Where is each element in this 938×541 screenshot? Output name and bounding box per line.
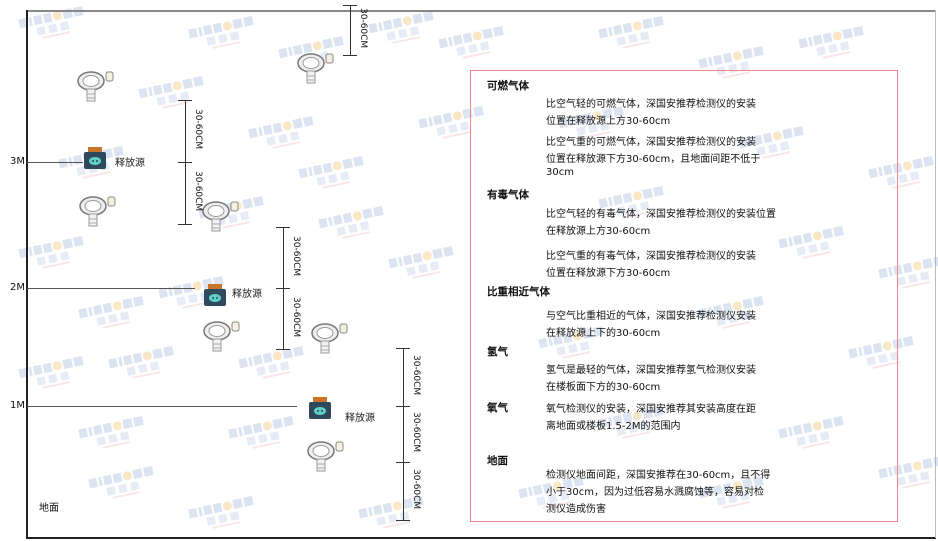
dimension-label: 30-60CM	[291, 235, 301, 276]
level-3m-label: 3M	[10, 156, 25, 167]
gas-detector-icon	[77, 195, 116, 227]
ground-label: 地面	[39, 503, 59, 514]
watermark-logo	[88, 463, 162, 505]
dimension-line	[350, 5, 351, 55]
gas-detector-icon	[75, 70, 114, 102]
dimension-line	[283, 227, 284, 288]
text-line: 小于30cm，因为过低容易水溅腐蚀等，容易对检	[546, 487, 764, 498]
gas-detector-icon	[295, 52, 334, 84]
watermark-logo	[18, 353, 92, 395]
dimension-line	[185, 162, 186, 224]
dimension-label: 30-60CM	[411, 355, 421, 396]
dimension-tick	[178, 100, 192, 101]
text-line: 离地面或楼板1.5-2M的范围内	[546, 421, 681, 432]
gas-detector-icon	[200, 200, 239, 232]
watermark-logo	[108, 343, 182, 385]
dimension-label: 30-60CM	[291, 296, 301, 337]
watermark-logo	[248, 113, 322, 155]
dimension-tick	[396, 406, 410, 407]
watermark-logo	[358, 493, 432, 535]
dimension-label: 30-60CM	[411, 469, 421, 510]
level-2m-line	[27, 288, 195, 289]
watermark-logo	[78, 293, 152, 335]
dimension-label: 30-60CM	[411, 412, 421, 453]
text-line: 与空气比重相近的气体，深国安推荐检测仪安装	[546, 311, 756, 322]
watermark-logo	[18, 233, 92, 275]
text-line: 30cm	[546, 167, 574, 178]
release-source-label: 释放源	[232, 289, 262, 300]
release-source-icon	[203, 284, 227, 306]
watermark-logo	[438, 23, 512, 65]
gas-detector-icon	[309, 322, 348, 354]
ceiling-line	[27, 10, 935, 12]
floor-line	[26, 537, 936, 539]
watermark-logo	[368, 8, 442, 50]
dimension-tick	[276, 349, 290, 350]
text-line: 位置在释放源上方30-60cm	[546, 116, 671, 127]
dimension-tick	[343, 5, 357, 6]
gas-detector-icon	[201, 320, 240, 352]
heading-toxic: 有毒气体	[487, 189, 529, 201]
dimension-tick	[396, 462, 410, 463]
text-line: 氧气检测仪的安装，深国安推荐其安装高度在距	[546, 404, 756, 415]
dimension-label: 30-60CM	[358, 8, 368, 49]
text-line: 位置在释放源下方30-60cm，且地面间距不低于	[546, 154, 761, 165]
dimension-tick	[178, 162, 192, 163]
release-source-label: 释放源	[115, 158, 145, 169]
dimension-line	[403, 406, 404, 462]
heading-flammable: 可燃气体	[487, 80, 529, 92]
watermark-logo	[298, 153, 372, 195]
dimension-tick	[276, 227, 290, 228]
watermark-logo	[188, 13, 262, 55]
text-line: 测仪造成伤害	[546, 504, 606, 515]
right-border	[935, 10, 936, 538]
watermark-logo	[318, 203, 392, 245]
dimension-tick	[396, 520, 410, 521]
watermark-logo	[188, 493, 262, 535]
text-line: 氢气是最轻的气体，深国安推荐氢气检测仪安装	[546, 365, 756, 376]
watermark-logo	[238, 343, 312, 385]
gas-detector-icon	[305, 440, 344, 472]
text-line: 位置在释放源下方30-60cm	[546, 268, 671, 279]
guidance-panel: 可燃气体 比空气轻的可燃气体，深国安推荐检测仪的安装 位置在释放源上方30-60…	[470, 70, 898, 522]
text-line: 检测仪地面间距，深国安推荐在30-60cm，且不得	[546, 470, 771, 481]
release-source-icon	[308, 397, 332, 419]
watermark-logo	[388, 243, 462, 285]
watermark-logo	[798, 23, 872, 65]
dimension-line	[403, 348, 404, 406]
text-line: 比空气轻的可燃气体，深国安推荐检测仪的安装	[546, 99, 756, 110]
text-line: 比空气重的有毒气体，深国安推荐检测仪的安装	[546, 251, 756, 262]
text-line: 在释放源上方30-60cm	[546, 226, 651, 237]
dimension-line	[283, 288, 284, 349]
dimension-label: 30-60CM	[193, 109, 203, 150]
wall-line	[26, 10, 28, 538]
level-3m-line	[27, 162, 83, 163]
text-line: 比空气重的可燃气体，深国安推荐检测仪的安装	[546, 137, 756, 148]
watermark-logo	[598, 13, 672, 55]
heading-ground: 地面	[487, 455, 508, 467]
level-2m-label: 2M	[10, 282, 25, 293]
dimension-tick	[178, 224, 192, 225]
text-line: 在释放源上下的30-60cm	[546, 328, 661, 339]
watermark-logo	[228, 413, 302, 455]
text-line: 比空气轻的有毒气体，深国安推荐检测仪的安装位置	[546, 209, 776, 220]
heading-similar: 比重相近气体	[487, 286, 550, 298]
dimension-line	[403, 462, 404, 520]
watermark-logo	[78, 413, 152, 455]
text-line: 在楼板面下方的30-60cm	[546, 382, 661, 393]
release-source-label: 释放源	[345, 413, 375, 424]
heading-oxygen: 氧气	[487, 402, 508, 414]
heading-hydrogen: 氢气	[487, 346, 508, 358]
dimension-tick	[396, 348, 410, 349]
dimension-tick	[276, 288, 290, 289]
level-1m-line	[27, 406, 297, 407]
release-source-icon	[83, 147, 107, 169]
level-1m-label: 1M	[10, 400, 25, 411]
dimension-tick	[343, 55, 357, 56]
dimension-line	[185, 100, 186, 162]
